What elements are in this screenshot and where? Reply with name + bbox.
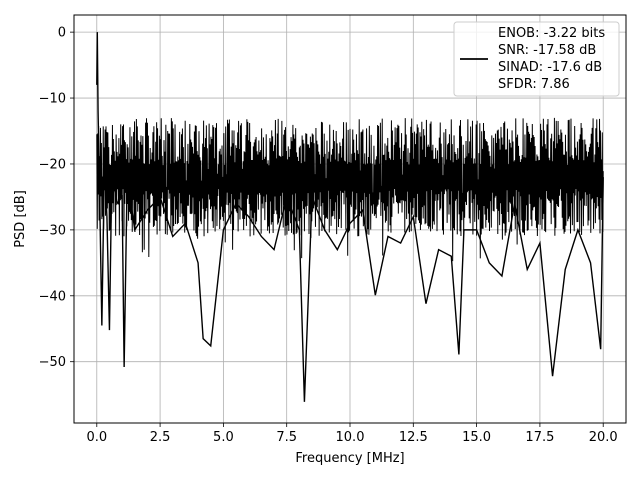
psd-series [96,32,604,402]
noise-floor-trace [96,117,604,262]
y-tick-label: 0 [58,26,66,41]
noise-floor-line [96,117,604,262]
x-axis-ticks: 0.0 2.5 5.0 7.5 10.0 12.5 15.0 17.5 20.0 [86,423,618,445]
x-tick-label: 2.5 [150,430,171,445]
legend-line: SNR: -17.58 dB [498,43,596,58]
x-tick-label: 20.0 [589,430,618,445]
x-tick-label: 17.5 [525,430,554,445]
legend-line: SINAD: -17.6 dB [498,60,602,75]
legend-line: ENOB: -3.22 bits [498,26,605,41]
legend-line: SFDR: 7.86 [498,77,570,92]
legend-box [453,21,620,97]
x-tick-label: 12.5 [399,430,428,445]
x-tick-label: 7.5 [276,430,297,445]
legend: ENOB: -3.22 bits SNR: -17.58 dB SINAD: -17… [453,21,620,97]
y-tick-label: −50 [39,355,66,370]
psd-series-line [96,32,604,402]
y-tick-label: −30 [39,223,66,238]
x-tick-label: 10.0 [336,430,365,445]
y-axis-label: PSD [dB] [13,190,28,248]
x-tick-label: 5.0 [213,430,234,445]
x-axis-label: Frequency [MHz] [295,451,404,466]
x-tick-label: 0.0 [86,430,107,445]
y-axis-ticks: 0 −10 −20 −30 −40 −50 [39,26,74,370]
legend-label: ENOB: -3.22 bits SNR: -17.58 dB SINAD: -17… [498,26,605,92]
y-tick-label: −20 [39,157,66,172]
y-tick-label: −10 [39,92,66,107]
x-tick-label: 15.0 [462,430,491,445]
y-tick-label: −40 [39,289,66,304]
